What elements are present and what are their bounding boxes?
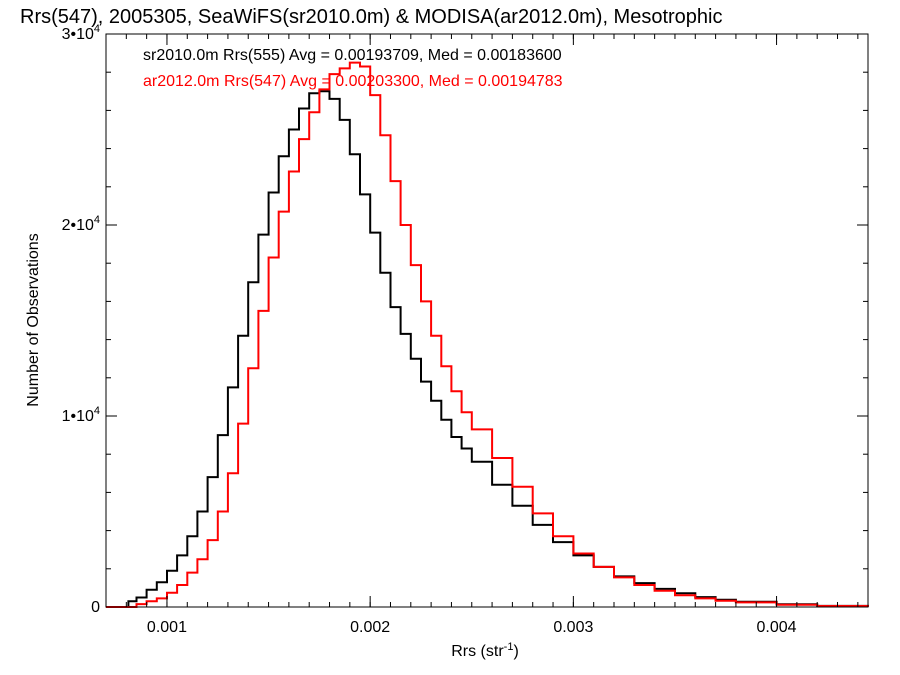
- x-axis-label-main: Rrs (str: [451, 643, 504, 660]
- legend-entry-1: sr2010.0m Rrs(555) Avg = 0.00193709, Med…: [143, 47, 562, 64]
- y-tick-label: 2•104: [62, 214, 100, 234]
- x-axis-label-close: ): [513, 643, 518, 660]
- x-tick-label: 0.001: [147, 619, 187, 636]
- x-tick-label: 0.004: [757, 619, 797, 636]
- plot-area: 0.001 0.002 0.003 0.004 0 1•104 2•104 3•104: [62, 23, 869, 636]
- y-tick-label: 0: [91, 599, 100, 616]
- y-axis-label: Number of Observations: [25, 233, 42, 406]
- x-tick-label: 0.002: [350, 619, 390, 636]
- y-tick-label: 3•104: [62, 23, 100, 43]
- x-tick-label: 0.003: [553, 619, 593, 636]
- legend: sr2010.0m Rrs(555) Avg = 0.00193709, Med…: [143, 47, 563, 90]
- ticks-layer: 0.001 0.002 0.003 0.004 0 1•104 2•104 3•104: [62, 23, 868, 636]
- y-tick-label: 1•104: [62, 405, 100, 425]
- x-axis-label-superscript: -1: [504, 641, 514, 653]
- plot-frame: [105, 33, 869, 608]
- chart-title: Rrs(547), 2005305, SeaWiFS(sr2010.0m) & …: [20, 6, 723, 28]
- series-line-2: [106, 61, 869, 608]
- x-axis-label: Rrs (str-1): [451, 641, 519, 660]
- legend-entry-2: ar2012.0m Rrs(547) Avg = 0.00203300, Med…: [143, 73, 563, 90]
- series-layer: [106, 61, 869, 608]
